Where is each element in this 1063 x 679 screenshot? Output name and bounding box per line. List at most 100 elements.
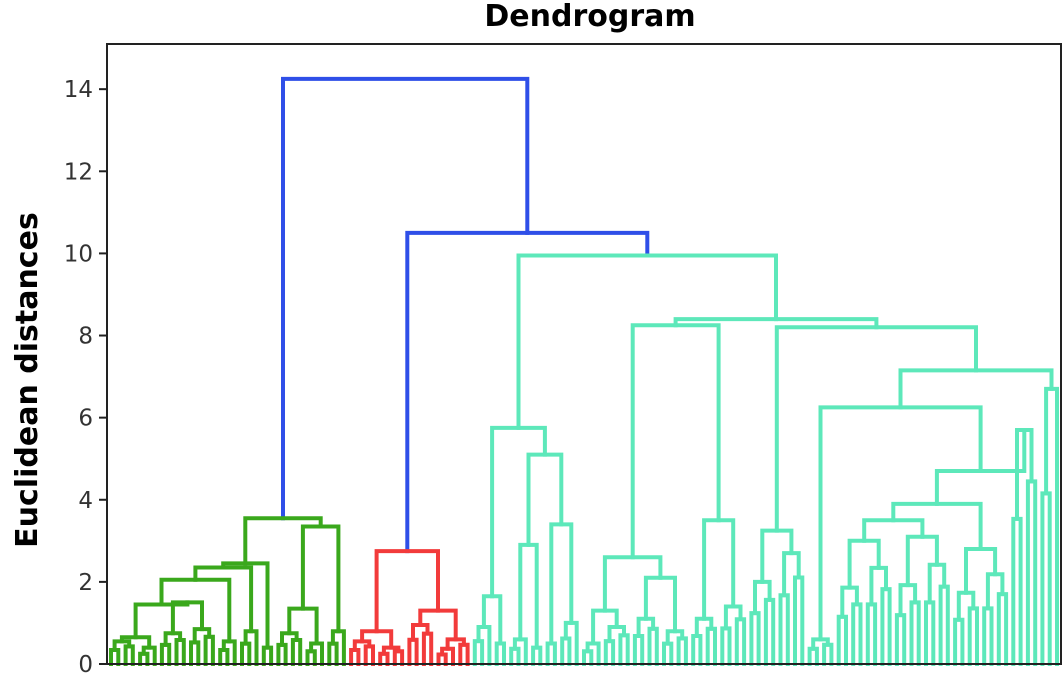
dendrogram-link-green [280, 631, 299, 647]
y-tick-label: 14 [64, 77, 93, 103]
dendrogram-link-red [421, 631, 434, 666]
dendrogram-link-green [141, 645, 157, 666]
dendrogram-link-teal [840, 585, 859, 619]
dendrogram-link-teal [774, 325, 978, 533]
dendrogram-link-teal [847, 538, 881, 590]
dendrogram-link-teal [822, 642, 834, 666]
dendrogram-link-green [112, 639, 132, 652]
dendrogram-link-teal [647, 626, 659, 666]
dendrogram-link-teal [526, 452, 564, 547]
dendrogram-link-teal [545, 641, 557, 666]
dendrogram-link-teal [851, 602, 863, 666]
dendrogram-link-teal [472, 639, 485, 666]
dendrogram-link-teal [490, 425, 547, 599]
dendrogram-link-teal [1044, 386, 1059, 666]
dendrogram-link-teal [665, 629, 685, 646]
dendrogram-link-teal [643, 575, 677, 634]
dendrogram-link-green [261, 645, 274, 666]
dendrogram-link-red [352, 639, 372, 652]
dendrogram-link-green [138, 651, 150, 666]
dendrogram-link-green [305, 649, 317, 666]
dendrogram-link-teal [618, 633, 630, 666]
dendrogram-link-teal [924, 600, 936, 666]
dendrogram-link-teal [563, 620, 579, 666]
dendrogram-link-teal [811, 637, 830, 651]
dendrogram-link-green [123, 644, 135, 666]
dendrogram-link-teal [953, 617, 965, 666]
dendrogram-link-teal [582, 649, 594, 666]
y-tick-label: 6 [78, 406, 93, 432]
dendrogram-link-green [170, 600, 204, 636]
dendrogram-link-teal [494, 641, 506, 666]
dendrogram-link-teal [723, 604, 743, 631]
dendrogram-link-teal [905, 534, 939, 588]
dendrogram-link-teal [818, 405, 983, 642]
dendrogram-link-teal [869, 565, 888, 607]
dendrogram-link-teal [934, 428, 1027, 506]
dendrogram-link-red [374, 549, 440, 634]
dendrogram-link-teal [509, 646, 521, 666]
dendrogram-link-red [407, 637, 419, 666]
dendrogram-link-teal [585, 641, 601, 666]
y-tick-label: 4 [78, 488, 93, 514]
y-tick-label: 10 [64, 241, 93, 267]
dendrogram-link-teal [476, 625, 492, 666]
y-tick-label: 0 [78, 652, 93, 678]
dendrogram-link-teal [720, 626, 732, 666]
dendrogram-link-teal [898, 583, 918, 618]
y-tick-label: 12 [64, 159, 93, 185]
dendrogram-link-green [221, 639, 237, 666]
dendrogram-link-red [378, 651, 390, 666]
dendrogram-link-red [436, 652, 448, 666]
dendrogram-link-teal [760, 528, 794, 584]
dendrogram-link-teal [753, 579, 772, 616]
y-axis-label: Euclidean distances [10, 212, 45, 548]
dendrogram-link-green [309, 641, 324, 666]
dendrogram-link-green [287, 606, 319, 646]
dendrogram-link-teal [778, 593, 790, 666]
dendrogram-link-red [360, 629, 394, 650]
dendrogram-link-teal [967, 606, 979, 666]
dendrogram-link-teal [518, 542, 539, 650]
dendrogram-link-red [418, 608, 458, 642]
dendrogram-link-green [327, 641, 339, 666]
dendrogram-link-teal [909, 600, 921, 666]
y-axis-ticks: 0 2 4 6 8 10 12 14 [64, 77, 107, 678]
dendrogram-link-green [330, 629, 346, 666]
dendrogram-link-green [240, 641, 252, 666]
dendrogram-link-teal [880, 587, 892, 666]
dendrogram-link-teal [734, 617, 747, 666]
dendrogram-link-teal [512, 637, 528, 666]
dendrogram-link-teal [891, 501, 983, 551]
title-background [448, 0, 750, 42]
dendrogram-link-green [203, 634, 215, 666]
dendrogram-link-teal [996, 592, 1009, 666]
dendrogram-link-red [440, 646, 455, 666]
dendrogram-link-teal [1040, 491, 1052, 666]
plot-frame [106, 43, 1062, 665]
dendrogram-link-green [221, 561, 270, 650]
dendrogram-link-red [445, 637, 466, 651]
dendrogram-link-teal [603, 639, 616, 666]
dendrogram-link-teal [898, 368, 1054, 410]
dendrogram-link-teal [763, 597, 776, 666]
dendrogram-link-green [189, 640, 201, 666]
dendrogram-link-teal [985, 572, 1005, 611]
dendrogram-link-teal [836, 614, 848, 666]
dendrogram-link-teal [602, 555, 663, 613]
dendrogram-link-red [363, 644, 375, 666]
dendrogram-link-teal [673, 317, 879, 330]
dendrogram-link-teal [1015, 428, 1034, 521]
dendrogram-link-blue [281, 76, 530, 521]
dendrogram-link-green [174, 638, 186, 666]
chart-title: Dendrogram [484, 0, 695, 34]
dendrogram-link-teal [964, 547, 998, 595]
y-tick-label: 2 [78, 570, 93, 596]
dendrogram-link-blue [405, 230, 650, 554]
dendrogram-link-green [159, 577, 232, 644]
dendrogram-link-teal [694, 616, 714, 638]
dendrogram-link-teal [749, 611, 761, 666]
dendrogram-link-green [243, 629, 259, 666]
dendrogram-link-red [458, 642, 470, 666]
